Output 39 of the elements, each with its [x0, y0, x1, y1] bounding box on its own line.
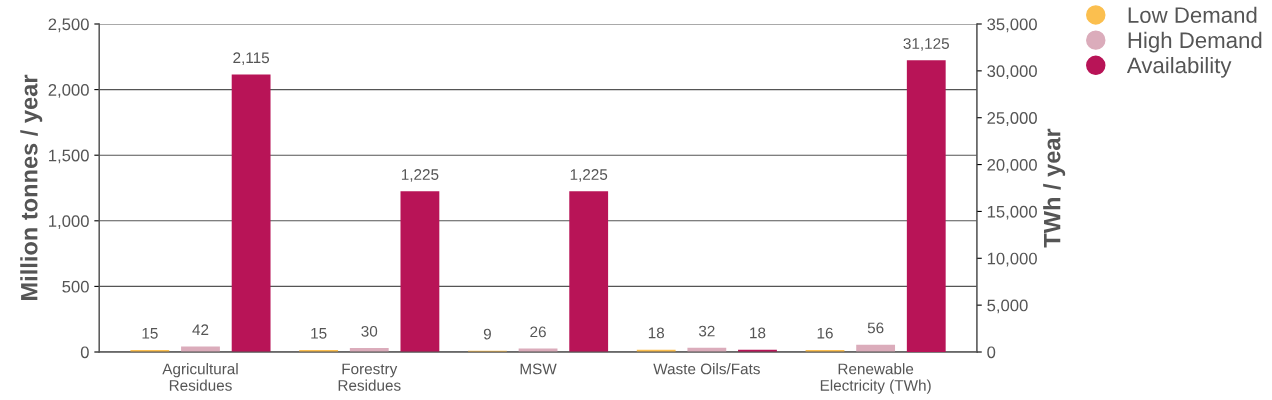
- y2-tick-label: 30,000: [987, 65, 1037, 80]
- legend-label: Low Demand: [1128, 6, 1257, 23]
- legend-label: Availability: [1126, 56, 1232, 78]
- y-tick-label: 2,000: [48, 84, 89, 98]
- y-tick-label: 0: [80, 346, 89, 359]
- y2-tick-label: 25,000: [987, 112, 1037, 126]
- y-tick-label: 2,500: [48, 18, 89, 33]
- data-label: 9: [483, 328, 491, 340]
- y2-tick-label: 0: [987, 346, 996, 359]
- y-tick-label: 500: [62, 280, 89, 293]
- data-label: 1,225: [401, 169, 439, 182]
- y2-tick-label: 20,000: [987, 158, 1037, 173]
- data-label: 32: [698, 325, 715, 337]
- y-tick-label: 1,500: [49, 149, 89, 164]
- data-label: 15: [142, 328, 158, 339]
- data-label: 31,125: [903, 38, 949, 51]
- data-label: 56: [867, 322, 884, 334]
- y-tick-label: 1,000: [49, 215, 89, 229]
- x-tick-label: MSW: [520, 363, 557, 375]
- data-label: 18: [648, 327, 665, 339]
- y-axis-title: Million tonnes / year: [20, 74, 43, 300]
- y2-axis-title: TWh / year: [1043, 128, 1066, 248]
- x-tick-label: Agricultural Residues: [162, 363, 238, 391]
- data-label: 15: [311, 328, 327, 339]
- y2-tick-label: 15,000: [987, 205, 1037, 220]
- y2-tick-label: 10,000: [987, 252, 1037, 267]
- y2-tick-label: 5,000: [987, 299, 1028, 314]
- data-label: 26: [530, 326, 546, 338]
- x-tick-label: Forestry Residues: [338, 363, 401, 391]
- data-label: 1,225: [570, 169, 608, 182]
- data-label: 30: [361, 325, 378, 337]
- y2-tick-label: 35,000: [987, 18, 1037, 33]
- legend-label: High Demand: [1128, 31, 1262, 53]
- data-label: 16: [817, 327, 833, 339]
- x-tick-label: Waste Oils/Fats: [653, 363, 760, 375]
- x-tick-label: Renewable Electricity (TWh): [820, 363, 931, 394]
- data-label: 42: [192, 324, 209, 335]
- data-label: 2,115: [233, 52, 270, 65]
- data-label: 18: [750, 327, 766, 339]
